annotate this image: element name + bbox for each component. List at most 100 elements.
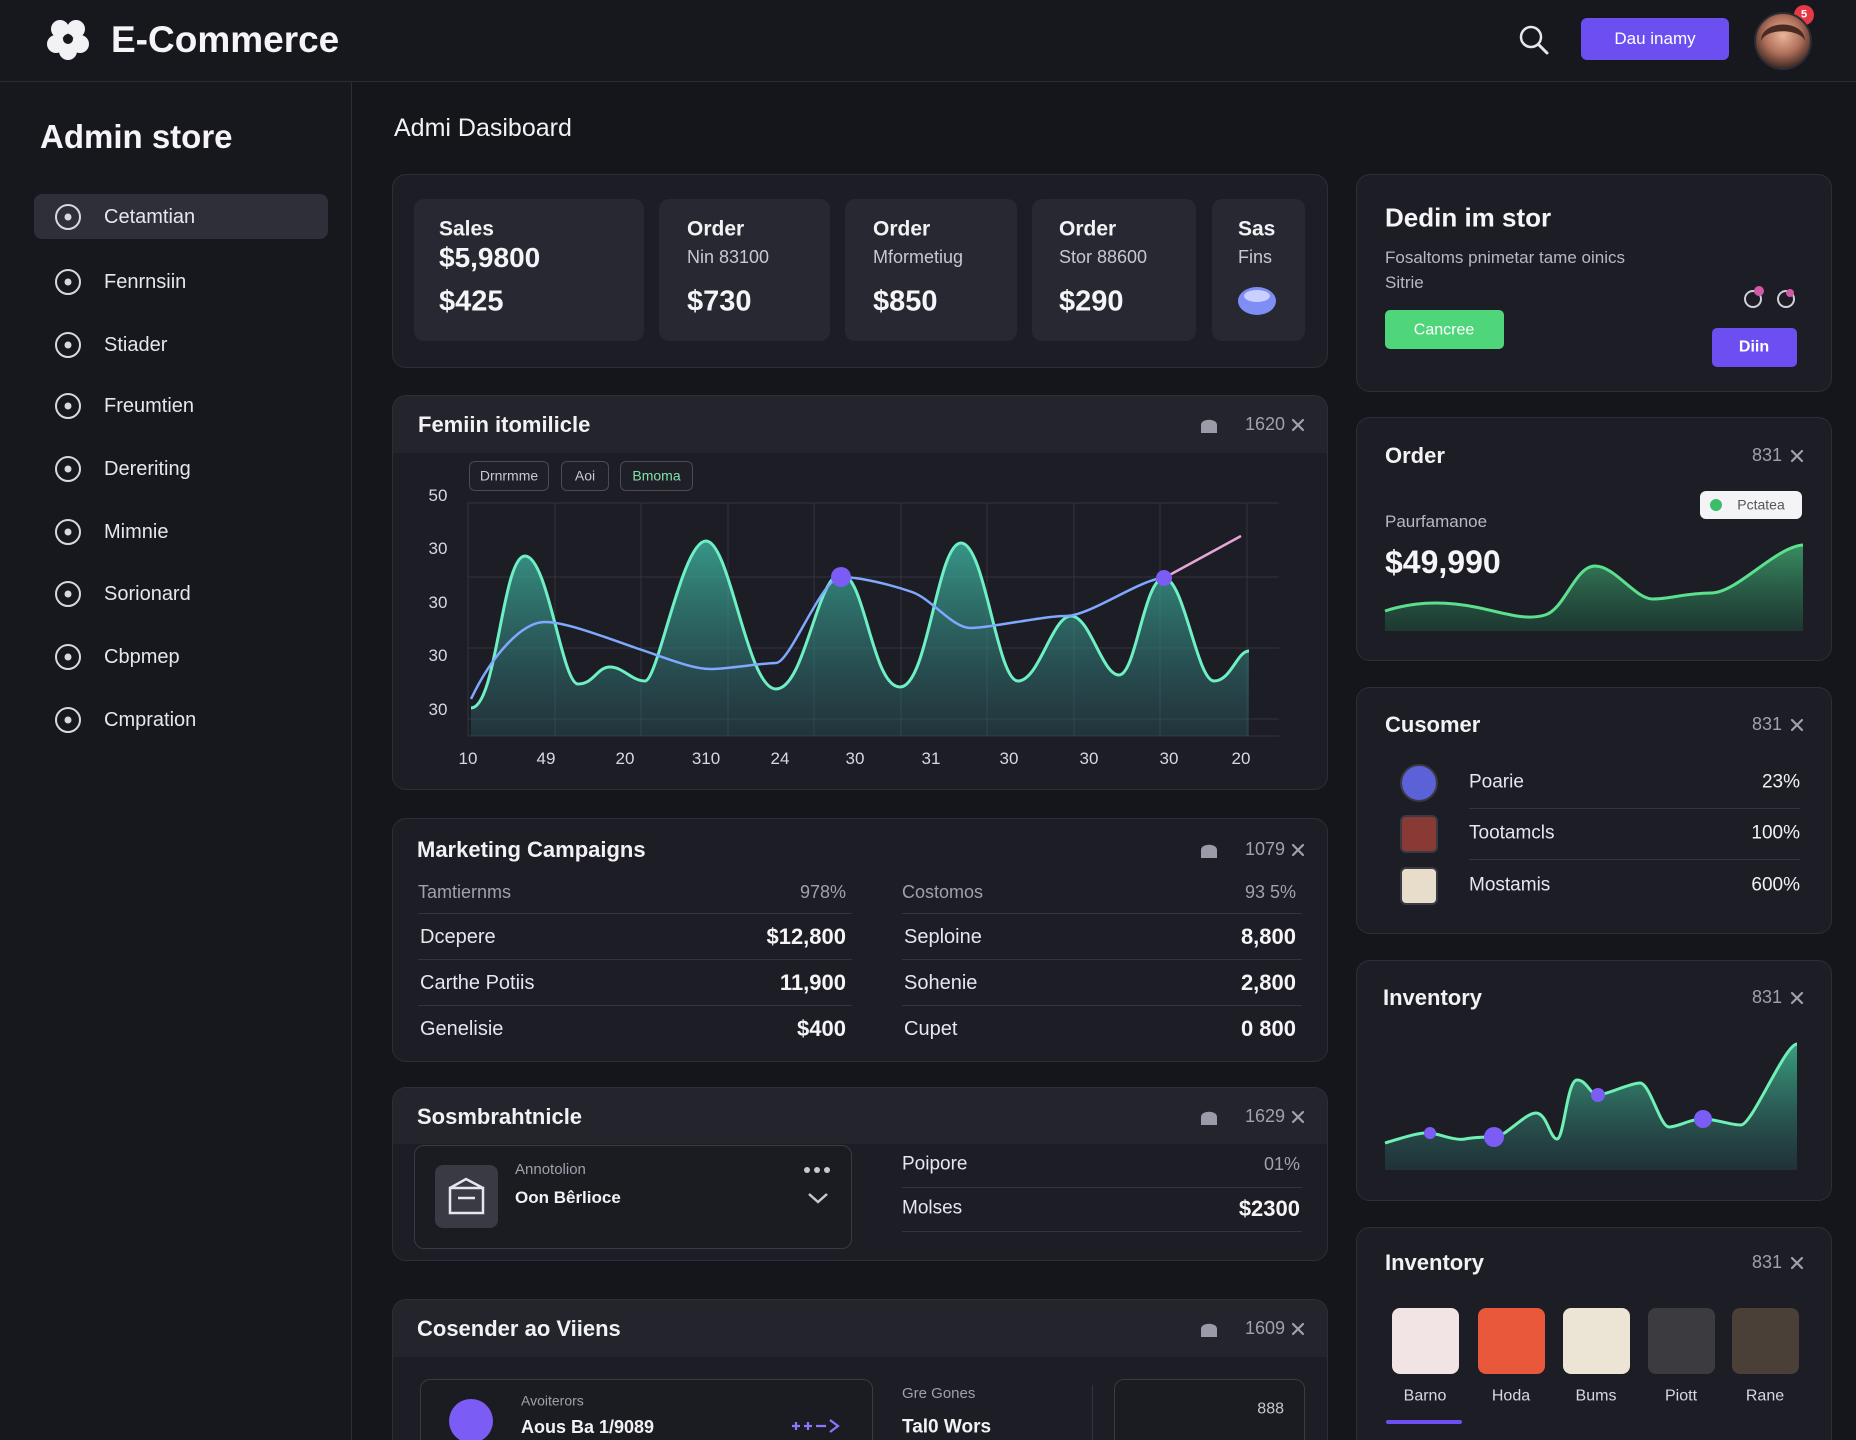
- product-tile[interactable]: [1732, 1308, 1799, 1374]
- sidebar-icon-dot: [64, 341, 72, 349]
- sidebar-active: [34, 194, 328, 239]
- chip-label[interactable]: Aoi: [574, 467, 596, 484]
- product-name[interactable]: Bums: [1575, 1387, 1617, 1405]
- customer-icon: [1400, 815, 1438, 853]
- primary-button[interactable]: [1385, 310, 1504, 349]
- close-icon[interactable]: [1790, 1256, 1804, 1270]
- meta-icon-shape: [1201, 419, 1217, 433]
- product-tile[interactable]: [1392, 1308, 1459, 1374]
- product-name[interactable]: Rane: [1745, 1387, 1785, 1405]
- sidebar-icon: [55, 204, 81, 230]
- stat-label: Sas: [1238, 217, 1276, 241]
- top-bar: [0, 0, 1856, 82]
- product-name[interactable]: Hoda: [1491, 1387, 1531, 1405]
- card-title: Cusomer: [1385, 711, 1481, 737]
- table-row-name: Genelisie: [420, 1018, 504, 1040]
- chevron[interactable]: [807, 1192, 829, 1205]
- close-x: [1291, 1110, 1305, 1124]
- order-area: [1385, 545, 1803, 631]
- row-divider: [902, 1231, 1302, 1232]
- table-row-value: 11,900: [779, 969, 846, 995]
- close-icon[interactable]: [1291, 843, 1305, 857]
- trend-dot: [831, 567, 851, 587]
- close-icon[interactable]: [1291, 1322, 1305, 1336]
- more-icon[interactable]: [803, 1165, 831, 1175]
- sidebar-item[interactable]: Stiader: [104, 334, 168, 356]
- card-header: [393, 1300, 1327, 1357]
- secondary-button-label[interactable]: Diin: [1738, 338, 1770, 356]
- stat-sub: Nin 83100: [687, 247, 770, 268]
- y-axis-label: 50: [428, 485, 448, 505]
- sidebar-item[interactable]: Freumtien: [104, 395, 195, 417]
- secondary-button[interactable]: [1712, 328, 1797, 367]
- stat-icon: [1238, 287, 1276, 315]
- header-button[interactable]: [1581, 18, 1729, 60]
- page-title: Admi Dasiboard: [394, 114, 572, 142]
- sidebar-item[interactable]: Sorionard: [104, 583, 191, 605]
- logo: [47, 20, 89, 60]
- stat-label: Sales: [439, 217, 494, 241]
- sidebar-item[interactable]: Cetamtian: [104, 206, 196, 228]
- consider-box: [1114, 1379, 1305, 1440]
- card: [392, 818, 1328, 1062]
- x-axis-label: 20: [1231, 748, 1251, 768]
- row-divider: [418, 1005, 852, 1006]
- inventory-dot: [1694, 1110, 1712, 1128]
- search-icon[interactable]: [1518, 24, 1550, 56]
- sidebar-item[interactable]: Mimnie: [104, 521, 169, 543]
- product-tile[interactable]: [1478, 1308, 1545, 1374]
- card-title: Marketing Campaigns: [417, 836, 646, 862]
- close-icon[interactable]: [1291, 1110, 1305, 1124]
- close-icon[interactable]: [1790, 718, 1804, 732]
- product-tile[interactable]: [1563, 1308, 1630, 1374]
- chip-label[interactable]: Bmoma: [632, 467, 681, 484]
- more-dots: [804, 1167, 830, 1173]
- x-axis-label: 24: [770, 748, 790, 768]
- product-name[interactable]: Piott: [1664, 1387, 1698, 1405]
- meta-icon: [1201, 844, 1217, 858]
- wave-area: [471, 541, 1249, 736]
- card-title: Inventory: [1385, 1249, 1485, 1275]
- product-name[interactable]: Barno: [1403, 1387, 1447, 1405]
- chip[interactable]: [561, 461, 609, 491]
- meta-icon: [1201, 419, 1217, 433]
- meta-icon: [1201, 1323, 1217, 1337]
- stat-sub: $5,9800: [439, 242, 541, 274]
- close-icon[interactable]: [1790, 449, 1804, 463]
- order-label: Paurfamanoe: [1385, 511, 1488, 531]
- close-icon[interactable]: [1790, 991, 1804, 1005]
- sidebar-item[interactable]: Dereriting: [104, 458, 191, 480]
- table-header-value: 978%: [799, 882, 846, 903]
- row-divider: [1469, 859, 1800, 860]
- header-button-label[interactable]: Dau inamy: [1614, 28, 1696, 48]
- trend-line: [469, 575, 1165, 700]
- stat-value: $850: [873, 285, 938, 318]
- stat-sub: Mformetiug: [873, 247, 964, 268]
- chip-label[interactable]: Drnrmme: [479, 467, 539, 484]
- sidebar-item[interactable]: Cmpration: [104, 709, 197, 731]
- x-axis-label: 49: [536, 748, 556, 768]
- customer-value: 23%: [1761, 771, 1800, 793]
- x-axis-label: 30: [845, 748, 865, 768]
- sidebar-item[interactable]: Fenrnsiin: [104, 271, 187, 293]
- customer-name: Mostamis: [1469, 874, 1551, 896]
- chip[interactable]: [469, 461, 549, 491]
- card-title: Femiin itomilicle: [418, 411, 591, 437]
- meta-icon: [1201, 1111, 1217, 1125]
- summary-item-icon: [435, 1165, 498, 1228]
- promo-icon: [1777, 290, 1795, 308]
- close-x: [1790, 449, 1804, 463]
- close-icon[interactable]: [1291, 418, 1305, 432]
- sidebar-item[interactable]: Cbpmep: [104, 646, 180, 668]
- stat-kicker: Gre Gones: [902, 1385, 976, 1402]
- avatar-hair: [1761, 24, 1805, 41]
- order-value: $49,990: [1385, 543, 1501, 580]
- chip[interactable]: [620, 461, 693, 491]
- promo-icon-dot: [1754, 286, 1764, 296]
- primary-button-label[interactable]: Cancree: [1413, 321, 1475, 339]
- x-axis-label: 20: [615, 748, 635, 768]
- product-tile[interactable]: [1648, 1308, 1715, 1374]
- avatar[interactable]: [1753, 11, 1813, 71]
- sidebar-icon-dot: [64, 716, 72, 724]
